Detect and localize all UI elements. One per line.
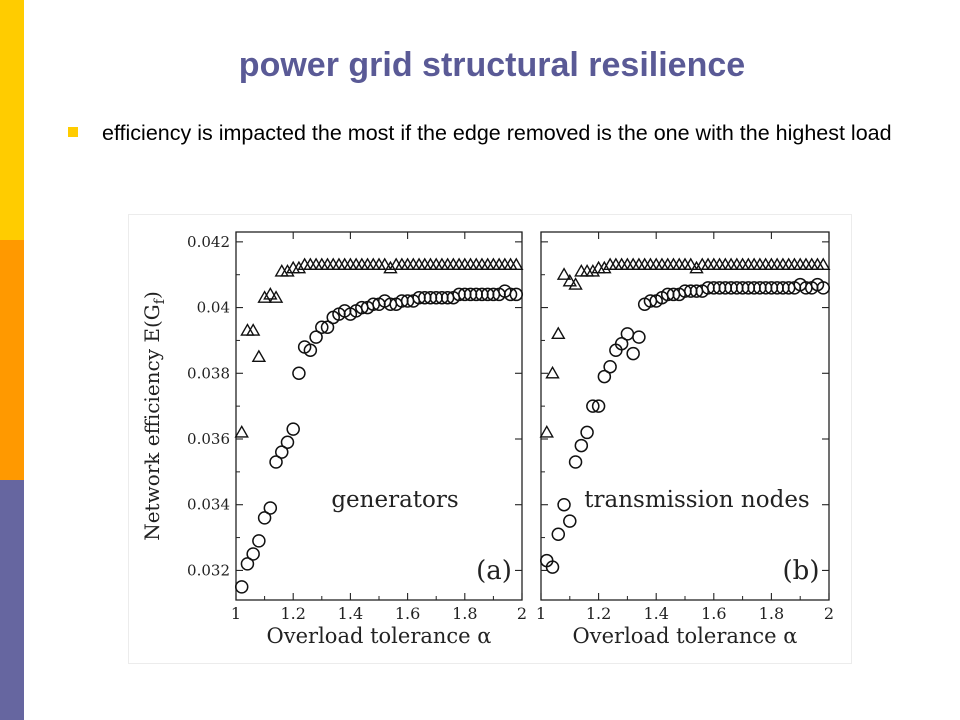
plot-frame xyxy=(540,231,830,601)
circle-data-point xyxy=(614,336,629,351)
triangle-data-point xyxy=(597,260,612,274)
y-tick-label: 0.04 xyxy=(197,299,230,317)
circle-data-point xyxy=(240,557,255,571)
y-tick-label: 0.032 xyxy=(187,561,230,579)
circle-data-point xyxy=(603,359,617,374)
x-axis-label: Overload tolerance α xyxy=(267,624,492,648)
y-tick-label: 0.034 xyxy=(187,496,230,514)
y-axis-label: Network efficiency E(Gf) xyxy=(140,291,168,541)
panel-tag: (a) xyxy=(476,556,512,586)
triangle-data-point xyxy=(545,365,560,379)
plot-frame xyxy=(235,231,523,601)
circle-data-point xyxy=(303,343,318,358)
circle-data-point xyxy=(269,455,283,469)
y-tick-label: 0.036 xyxy=(187,430,230,448)
side-bar-orange xyxy=(0,240,24,480)
x-tick-label: 1.2 xyxy=(280,604,305,623)
circle-data-point xyxy=(320,320,335,335)
circle-data-point xyxy=(503,287,518,302)
circle-data-point xyxy=(246,547,260,561)
circle-data-point xyxy=(263,501,278,515)
x-axis-label: Overload tolerance α xyxy=(573,624,798,648)
circle-data-point xyxy=(286,422,300,436)
triangle-data-point xyxy=(245,323,261,336)
panel-a-generators: 1 1.2 1.4 1.6 1.8 2 0.032 0.034 0.036 0.038 0.04 0.… xyxy=(187,231,527,648)
square-bullet-icon xyxy=(68,127,78,137)
x-tick-label: 1 xyxy=(536,604,546,623)
triangle-data-point xyxy=(509,257,524,271)
triangle-data-point xyxy=(683,257,698,271)
triangle-data-point xyxy=(568,277,583,290)
triangle-data-point xyxy=(234,425,249,438)
circle-data-point xyxy=(632,330,646,344)
panel-b-transmission-nodes: 1 1.2 1.4 1.6 1.8 2 transmission nodes (b) Overl… xyxy=(536,231,834,648)
triangle-data-point xyxy=(562,273,578,287)
x-tick-label: 1.4 xyxy=(643,604,668,623)
circle-data-point xyxy=(574,438,589,453)
circle-data-point xyxy=(257,511,272,525)
triangle-data-point xyxy=(268,290,284,303)
panel-annotation: generators xyxy=(331,487,458,513)
x-tick-label: 1.8 xyxy=(759,604,784,623)
circle-data-point xyxy=(563,514,577,528)
triangle-data-point xyxy=(263,287,278,300)
circle-data-point xyxy=(568,455,583,469)
x-tick-label: 1.4 xyxy=(338,604,363,623)
y-tick-label: 0.042 xyxy=(187,233,230,251)
triangle-data-point xyxy=(556,267,572,280)
circle-data-point xyxy=(586,399,600,413)
figure-panel: 1 1.2 1.4 1.6 1.8 2 0.032 0.034 0.036 0.038 0.04 0.… xyxy=(128,214,852,664)
x-tick-label: 1.8 xyxy=(452,604,477,623)
y-tick-label: 0.038 xyxy=(187,364,230,382)
bullet-text: efficiency is impacted the most if the e… xyxy=(102,121,892,145)
circle-data-point xyxy=(275,445,289,459)
circle-data-point xyxy=(557,497,571,512)
circle-data-point xyxy=(309,330,323,344)
triangle-data-point xyxy=(280,264,295,277)
bullet-item: efficiency is impacted the most if the e… xyxy=(68,118,908,149)
circle-data-point xyxy=(551,527,566,542)
bullet-list: efficiency is impacted the most if the e… xyxy=(68,118,908,149)
circle-data-point xyxy=(545,560,560,574)
triangle-data-point xyxy=(585,264,601,277)
side-bar-purple xyxy=(0,480,24,720)
triangle-data-point xyxy=(383,260,398,274)
panel-tag: (b) xyxy=(783,556,820,586)
circle-data-point xyxy=(509,287,524,302)
circle-data-point xyxy=(591,399,606,413)
x-tick-label: 1.6 xyxy=(395,604,420,623)
triangle-data-point xyxy=(291,260,307,274)
triangle-data-point xyxy=(251,349,267,363)
circle-data-point xyxy=(620,327,635,341)
circle-data-point xyxy=(597,369,612,384)
x-tick-label: 1 xyxy=(231,604,241,623)
circle-data-point xyxy=(292,366,306,381)
circle-data-point xyxy=(315,320,329,335)
triangle-data-point xyxy=(377,257,392,271)
circle-data-point xyxy=(280,435,295,450)
panel-annotation: transmission nodes xyxy=(584,487,809,513)
side-bar-yellow xyxy=(0,0,24,240)
efficiency-chart-figure: 1 1.2 1.4 1.6 1.8 2 0.032 0.034 0.036 0.038 0.04 0.… xyxy=(140,231,834,648)
x-tick-label: 1.2 xyxy=(586,604,611,623)
circle-data-point xyxy=(626,346,640,361)
circle-data-point xyxy=(580,425,594,440)
x-tick-label: 2 xyxy=(824,604,834,623)
circle-data-point xyxy=(816,281,830,295)
x-tick-label: 1.6 xyxy=(701,604,726,623)
triangle-data-point xyxy=(689,260,704,274)
triangle-data-point xyxy=(257,290,272,303)
triangle-data-point xyxy=(539,425,554,438)
triangle-data-point xyxy=(816,257,831,271)
triangle-data-point xyxy=(551,326,566,340)
x-tick-label: 2 xyxy=(517,604,527,623)
slide-title: power grid structural resilience xyxy=(238,46,746,84)
circle-data-point xyxy=(252,534,266,548)
circle-data-point xyxy=(234,580,249,594)
